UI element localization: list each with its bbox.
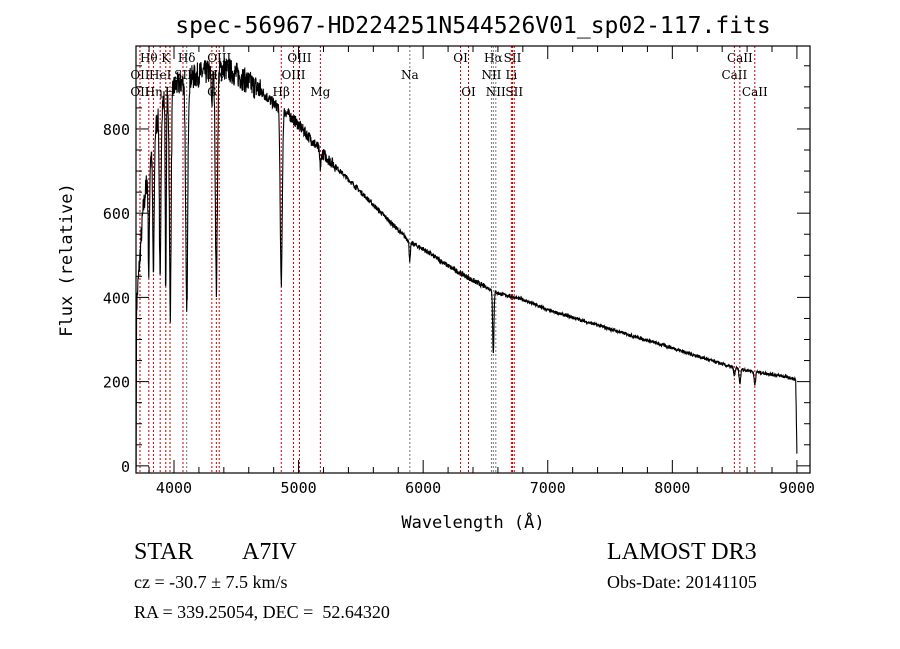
line-mark-label: Hθ [140, 51, 158, 65]
redshift-cz: cz = -30.7 ± 7.5 km/s [134, 572, 288, 592]
line-mark-label: Hβ [273, 85, 290, 99]
line-mark-label: CaII [721, 68, 747, 82]
line-mark-label: Mg [310, 85, 330, 99]
line-mark-label: NII [481, 68, 501, 82]
line-mark-label: Hα [484, 51, 503, 65]
y-tick-label: 400 [103, 289, 130, 307]
x-tick-label: 9000 [779, 479, 815, 497]
subclass: A7IV [242, 539, 297, 565]
line-mark-label: Hη [145, 85, 163, 99]
line-mark-label: OI [453, 51, 468, 65]
line-mark-label: Na [401, 68, 419, 82]
line-mark-label: CaII [727, 51, 753, 65]
line-mark-label: K [161, 51, 171, 65]
spectrum-series-line [135, 57, 798, 471]
axis-ticks: 4000 5000 6000 7000 8000 9000 0 200 400 600 800 [103, 46, 815, 497]
line-mark-label: OII [130, 85, 150, 99]
x-tick-label: 6000 [405, 479, 441, 497]
x-tick-label: 8000 [654, 479, 690, 497]
line-mark-label: OII [130, 68, 150, 82]
coordinates: RA = 339.25054, DEC = 52.64320 [134, 602, 390, 622]
y-tick-label: 800 [103, 121, 130, 139]
x-tick-label: 5000 [281, 479, 317, 497]
y-tick-label: 600 [103, 205, 130, 223]
y-tick-label: 200 [103, 374, 130, 392]
y-axis-label: Flux (relative) [57, 183, 77, 337]
line-mark-label: NII [486, 85, 506, 99]
line-mark-label: HeI [149, 68, 172, 82]
line-mark-label: Li [505, 68, 517, 82]
object-type: STAR [134, 539, 194, 565]
line-mark-label: OIII [287, 51, 311, 65]
y-tick-label: 0 [121, 458, 130, 476]
line-mark-label: CaII [742, 85, 768, 99]
line-mark-label: Hδ [178, 51, 196, 65]
x-tick-label: 7000 [530, 479, 566, 497]
line-mark-label: OIII [281, 68, 305, 82]
line-mark-label: SII [504, 51, 522, 65]
obs-date: Obs-Date: 20141105 [607, 572, 757, 592]
x-axis-label: Wavelength (Å) [401, 511, 544, 533]
x-tick-label: 4000 [156, 479, 192, 497]
line-mark-label: OI [461, 85, 476, 99]
survey-name: LAMOST DR3 [607, 539, 757, 565]
plot-frame [135, 45, 811, 474]
chart-title: spec-56967-HD224251N544526V01_sp02-117.f… [175, 13, 770, 39]
line-mark-label: H [165, 85, 175, 99]
line-mark-label: SII [505, 85, 523, 99]
